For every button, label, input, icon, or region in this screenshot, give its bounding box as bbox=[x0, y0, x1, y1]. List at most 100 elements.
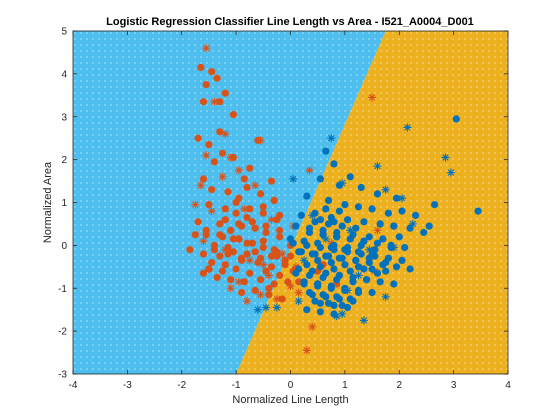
data-point-series-0 bbox=[259, 237, 267, 245]
plot-area bbox=[73, 31, 508, 374]
data-point-series-2 bbox=[406, 265, 414, 273]
data-point-series-3 bbox=[446, 168, 455, 177]
x-tick-label: 4 bbox=[505, 380, 511, 391]
data-point-series-2 bbox=[295, 265, 303, 273]
data-point-series-0 bbox=[251, 224, 259, 232]
data-point-series-0 bbox=[243, 239, 251, 247]
data-point-series-2 bbox=[338, 222, 346, 230]
data-point-series-1 bbox=[286, 282, 295, 291]
data-point-series-0 bbox=[208, 258, 216, 267]
data-point-series-2 bbox=[316, 263, 324, 271]
data-point-series-1 bbox=[226, 153, 235, 162]
data-point-series-0 bbox=[213, 273, 221, 282]
data-point-series-2 bbox=[311, 218, 319, 226]
data-point-series-2 bbox=[316, 308, 324, 316]
data-point-series-2 bbox=[376, 220, 384, 228]
y-tick-label: 5 bbox=[61, 27, 67, 38]
data-point-series-0 bbox=[251, 286, 259, 294]
data-point-series-2 bbox=[392, 194, 401, 202]
data-point-series-2 bbox=[365, 258, 373, 267]
data-point-series-0 bbox=[276, 271, 284, 279]
data-point-series-1 bbox=[240, 204, 249, 213]
data-point-series-2 bbox=[379, 235, 387, 243]
data-point-series-0 bbox=[224, 250, 232, 258]
data-point-series-3 bbox=[313, 279, 322, 288]
data-point-series-2 bbox=[371, 252, 379, 260]
data-point-series-3 bbox=[289, 174, 298, 183]
data-point-series-2 bbox=[311, 297, 319, 305]
data-point-series-0 bbox=[276, 226, 284, 234]
data-point-series-2 bbox=[303, 261, 311, 269]
region-dot-overlay bbox=[73, 31, 508, 374]
data-point-series-1 bbox=[256, 290, 265, 299]
data-point-series-0 bbox=[213, 74, 221, 82]
data-point-series-0 bbox=[248, 218, 256, 226]
data-point-series-3 bbox=[332, 312, 341, 321]
data-point-series-0 bbox=[208, 68, 216, 76]
data-point-series-1 bbox=[204, 264, 213, 273]
data-point-series-2 bbox=[308, 267, 316, 275]
data-point-series-2 bbox=[406, 224, 414, 232]
data-point-series-2 bbox=[354, 203, 363, 211]
y-tick-label: 1 bbox=[61, 198, 67, 209]
data-point-series-3 bbox=[294, 297, 303, 306]
data-point-series-3 bbox=[308, 211, 317, 220]
data-markers bbox=[186, 44, 482, 355]
data-point-series-1 bbox=[267, 215, 276, 224]
data-point-series-0 bbox=[295, 278, 303, 286]
data-point-series-2 bbox=[401, 243, 409, 252]
data-point-series-3 bbox=[253, 305, 262, 314]
data-point-series-2 bbox=[373, 190, 382, 198]
data-point-series-2 bbox=[330, 301, 338, 309]
data-point-series-3 bbox=[397, 194, 406, 203]
data-point-series-0 bbox=[278, 295, 286, 303]
data-point-series-0 bbox=[238, 288, 246, 297]
data-point-series-0 bbox=[259, 243, 267, 252]
data-point-series-2 bbox=[346, 267, 354, 275]
data-point-series-2 bbox=[360, 265, 368, 273]
data-point-series-0 bbox=[262, 267, 270, 275]
data-point-series-2 bbox=[300, 278, 308, 286]
data-point-series-1 bbox=[243, 297, 251, 306]
data-point-series-0 bbox=[281, 256, 289, 264]
data-point-series-0 bbox=[267, 263, 276, 271]
data-point-series-1 bbox=[302, 346, 311, 355]
data-point-series-2 bbox=[297, 211, 305, 219]
data-point-series-2 bbox=[316, 299, 324, 307]
data-point-series-0 bbox=[210, 158, 218, 166]
data-point-series-3 bbox=[408, 219, 417, 228]
data-point-series-0 bbox=[240, 278, 248, 286]
data-point-series-1 bbox=[264, 271, 273, 280]
y-tick-label: 2 bbox=[61, 155, 67, 166]
data-point-series-3 bbox=[321, 234, 330, 243]
data-point-series-1 bbox=[202, 151, 211, 160]
data-point-series-0 bbox=[224, 188, 232, 196]
data-point-series-1 bbox=[308, 322, 317, 331]
data-point-series-0 bbox=[243, 183, 251, 192]
data-point-series-0 bbox=[191, 231, 199, 239]
data-point-series-2 bbox=[311, 250, 319, 258]
data-point-series-2 bbox=[341, 201, 349, 209]
data-point-series-2 bbox=[382, 267, 390, 275]
data-point-series-0 bbox=[232, 265, 240, 273]
data-point-series-0 bbox=[218, 149, 227, 157]
data-point-series-2 bbox=[390, 222, 398, 230]
data-point-series-0 bbox=[205, 141, 213, 149]
data-point-series-0 bbox=[259, 209, 267, 217]
data-point-series-1 bbox=[368, 93, 377, 102]
data-point-series-0 bbox=[284, 278, 292, 286]
x-tick-label: 2 bbox=[396, 380, 402, 391]
data-point-series-0 bbox=[208, 186, 216, 194]
data-point-series-0 bbox=[221, 261, 229, 269]
data-point-series-0 bbox=[273, 216, 281, 224]
y-axis-label: Normalized Area bbox=[42, 161, 54, 243]
data-point-series-2 bbox=[398, 207, 406, 215]
data-point-series-3 bbox=[262, 303, 271, 312]
data-point-series-0 bbox=[286, 252, 295, 260]
data-point-series-1 bbox=[234, 166, 243, 175]
y-tick-label: 4 bbox=[61, 69, 67, 80]
data-point-series-2 bbox=[330, 160, 338, 168]
data-point-series-0 bbox=[227, 276, 235, 284]
